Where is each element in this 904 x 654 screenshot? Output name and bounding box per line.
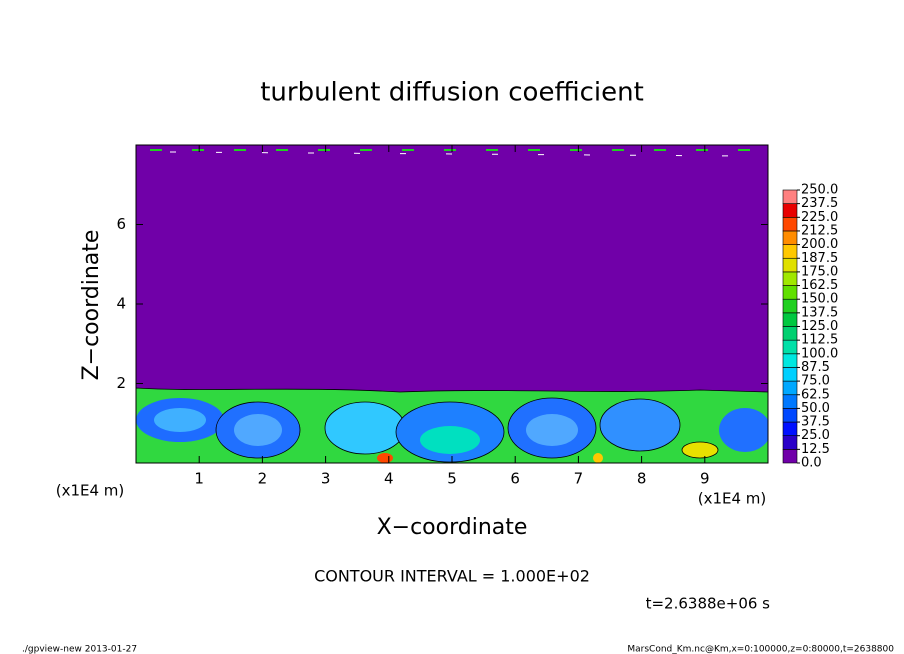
x-tick-label: 5 <box>447 470 457 488</box>
colorbar-bin <box>782 353 798 368</box>
colorbar-label: 87.5 <box>801 360 830 375</box>
colorbar-label: 25.0 <box>801 428 830 443</box>
colorbar-label: 250.0 <box>801 183 838 198</box>
x-tick-label: 8 <box>637 470 647 488</box>
contour-interval: CONTOUR INTERVAL = 1.000E+02 <box>314 567 590 586</box>
colorbar-bin <box>782 217 798 232</box>
colorbar-bin <box>782 312 798 327</box>
colorbar-bin <box>782 326 798 341</box>
colorbar-label: 187.5 <box>801 251 838 266</box>
footer-right: MarsCond_Km.nc@Km,x=0:100000,z=0:80000,t… <box>627 645 894 654</box>
colorbar-label: 62.5 <box>801 387 830 402</box>
colorbar-bin <box>782 367 798 382</box>
colorbar-label: 212.5 <box>801 223 838 238</box>
x-tick-label: 1 <box>194 470 204 488</box>
y-tick-label: 4 <box>116 295 126 313</box>
x-tick-label: 9 <box>700 470 710 488</box>
chart-title: turbulent diffusion coefficient <box>260 78 644 108</box>
x-tick-label: 4 <box>384 470 394 488</box>
contour-field <box>136 145 768 463</box>
x-tick-label: 6 <box>510 470 520 488</box>
colorbar-bin <box>782 203 798 218</box>
y-tick-label: 6 <box>116 215 126 233</box>
colorbar-label: 200.0 <box>801 237 838 252</box>
colorbar-label: 137.5 <box>801 305 838 320</box>
colorbar-bin <box>782 285 798 300</box>
y-axis-label: Z−coordinate <box>79 230 104 381</box>
colorbar-label: 225.0 <box>801 210 838 225</box>
x-tick-label: 2 <box>258 470 268 488</box>
colorbar-bin <box>782 244 798 259</box>
colorbar-bin <box>782 230 798 245</box>
colorbar-bin <box>782 271 798 286</box>
x-tick-label: 3 <box>321 470 331 488</box>
colorbar-bin <box>782 298 798 314</box>
colorbar-bin <box>782 339 798 355</box>
colorbar-label: 75.0 <box>801 374 830 389</box>
x-unit: (x1E4 m) <box>698 490 767 508</box>
colorbar-bin <box>782 449 798 464</box>
colorbar-bin <box>782 380 798 396</box>
colorbar-label: 50.0 <box>801 401 830 416</box>
footer-left: ./gpview-new 2013-01-27 <box>22 645 137 654</box>
colorbar-label: 0.0 <box>801 456 822 471</box>
colorbar-label: 112.5 <box>801 333 838 348</box>
colorbar-label: 125.0 <box>801 319 838 334</box>
colorbar-label: 175.0 <box>801 264 838 279</box>
x-axis-label: X−coordinate <box>377 515 528 540</box>
colorbar-bin <box>782 435 798 450</box>
y-tick-label: 2 <box>116 374 126 392</box>
colorbar-bin <box>782 189 798 204</box>
colorbar-bin <box>782 394 798 409</box>
colorbar-label: 237.5 <box>801 196 838 211</box>
colorbar-bin <box>782 408 798 423</box>
y-unit: (x1E4 m) <box>56 482 125 500</box>
x-tick-label: 7 <box>574 470 584 488</box>
colorbar-label: 100.0 <box>801 346 838 361</box>
colorbar-label: 37.5 <box>801 415 830 430</box>
colorbar-label: 162.5 <box>801 278 838 293</box>
colorbar-label: 12.5 <box>801 442 830 457</box>
colorbar-bin <box>782 257 798 273</box>
colorbar-label: 150.0 <box>801 292 838 307</box>
colorbar-bin <box>782 421 798 436</box>
time-label: t=2.6388e+06 s <box>646 595 771 613</box>
